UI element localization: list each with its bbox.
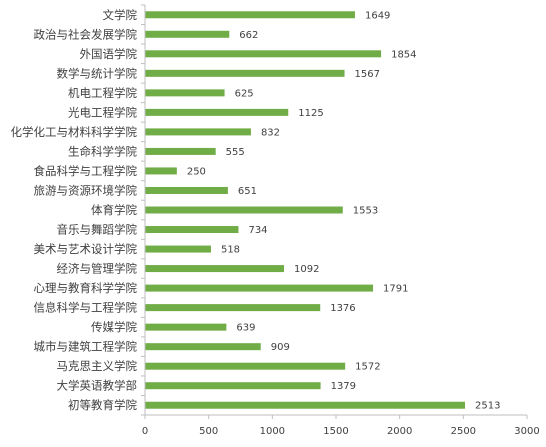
data-label: 1567 bbox=[355, 69, 380, 80]
data-label: 651 bbox=[238, 186, 257, 197]
category-label: 音乐与舞蹈学院 bbox=[57, 223, 138, 237]
x-tick-label: 1000 bbox=[260, 426, 285, 437]
data-label: 1379 bbox=[331, 381, 356, 392]
data-label: 1649 bbox=[365, 10, 390, 21]
bars-layer bbox=[145, 11, 465, 409]
x-tick-label: 500 bbox=[199, 426, 218, 437]
x-tick-label: 1500 bbox=[323, 426, 348, 437]
bar bbox=[145, 323, 227, 331]
data-label: 1125 bbox=[298, 108, 323, 119]
x-tick-label: 2500 bbox=[451, 426, 476, 437]
category-label: 化学化工与材料科学学院 bbox=[11, 125, 138, 139]
data-label: 2513 bbox=[475, 401, 500, 412]
bar bbox=[145, 245, 211, 253]
category-label: 文学院 bbox=[103, 8, 138, 22]
bar bbox=[145, 89, 225, 97]
category-label: 机电工程学院 bbox=[68, 86, 137, 100]
bar bbox=[145, 362, 346, 370]
category-label: 传媒学院 bbox=[91, 320, 137, 334]
bar bbox=[145, 265, 285, 273]
category-label: 政治与社会发展学院 bbox=[34, 27, 138, 41]
data-label: 1572 bbox=[355, 362, 380, 373]
category-label: 心理与教育科学学院 bbox=[34, 281, 138, 295]
bar bbox=[145, 401, 465, 409]
data-label: 639 bbox=[236, 323, 255, 334]
axes-layer: 0 500 1000 1500 2000 2500 3000 bbox=[141, 4, 540, 437]
data-label: 1854 bbox=[391, 49, 416, 60]
category-label: 食品科学与工程学院 bbox=[34, 164, 138, 178]
bar bbox=[145, 69, 345, 77]
category-label: 信息科学与工程学院 bbox=[34, 301, 138, 315]
data-label: 1553 bbox=[353, 206, 378, 217]
data-label: 909 bbox=[271, 342, 290, 353]
category-label: 外国语学院 bbox=[80, 47, 138, 61]
bar bbox=[145, 226, 239, 234]
bar bbox=[145, 382, 321, 390]
data-label: 832 bbox=[261, 127, 280, 138]
category-label: 城市与建筑工程学院 bbox=[34, 340, 138, 354]
x-tick-label: 0 bbox=[142, 426, 148, 437]
category-label: 体育学院 bbox=[91, 203, 137, 217]
bar bbox=[145, 343, 261, 351]
category-label: 光电工程学院 bbox=[68, 105, 137, 119]
category-label: 旅游与资源环境学院 bbox=[34, 183, 138, 197]
category-label: 美术与艺术设计学院 bbox=[34, 242, 138, 256]
bar bbox=[145, 50, 382, 58]
data-labels-layer: 1649 662 1854 1567 625 1125 832 555 250 651 1553 73… bbox=[187, 10, 501, 411]
category-labels-layer: 文学院政治与社会发展学院外国语学院数学与统计学院机电工程学院光电工程学院化学化工… bbox=[11, 8, 138, 412]
category-label: 数学与统计学院 bbox=[57, 66, 138, 80]
data-label: 734 bbox=[248, 225, 267, 236]
bar bbox=[145, 186, 228, 194]
data-label: 662 bbox=[239, 30, 258, 41]
data-label: 1791 bbox=[383, 284, 408, 295]
bar bbox=[145, 147, 216, 155]
bar bbox=[145, 11, 355, 19]
data-label: 1092 bbox=[294, 264, 319, 275]
bar bbox=[145, 128, 251, 136]
category-label: 生命科学学院 bbox=[68, 144, 137, 158]
category-label: 初等教育学院 bbox=[68, 398, 137, 412]
bar bbox=[145, 206, 343, 214]
data-label: 625 bbox=[235, 88, 254, 99]
category-label: 马克思主义学院 bbox=[57, 359, 138, 373]
x-tick-label: 3000 bbox=[514, 426, 539, 437]
data-label: 1376 bbox=[330, 303, 355, 314]
data-label: 518 bbox=[221, 245, 240, 256]
x-tick-label: 2000 bbox=[387, 426, 412, 437]
bar bbox=[145, 304, 321, 312]
bar bbox=[145, 108, 289, 116]
data-label: 250 bbox=[187, 166, 206, 177]
bar bbox=[145, 167, 177, 175]
bar bbox=[145, 284, 374, 292]
category-label: 大学英语教学部 bbox=[57, 379, 138, 393]
category-label: 经济与管理学院 bbox=[57, 262, 138, 276]
data-label: 555 bbox=[226, 147, 245, 158]
bar bbox=[145, 30, 230, 38]
